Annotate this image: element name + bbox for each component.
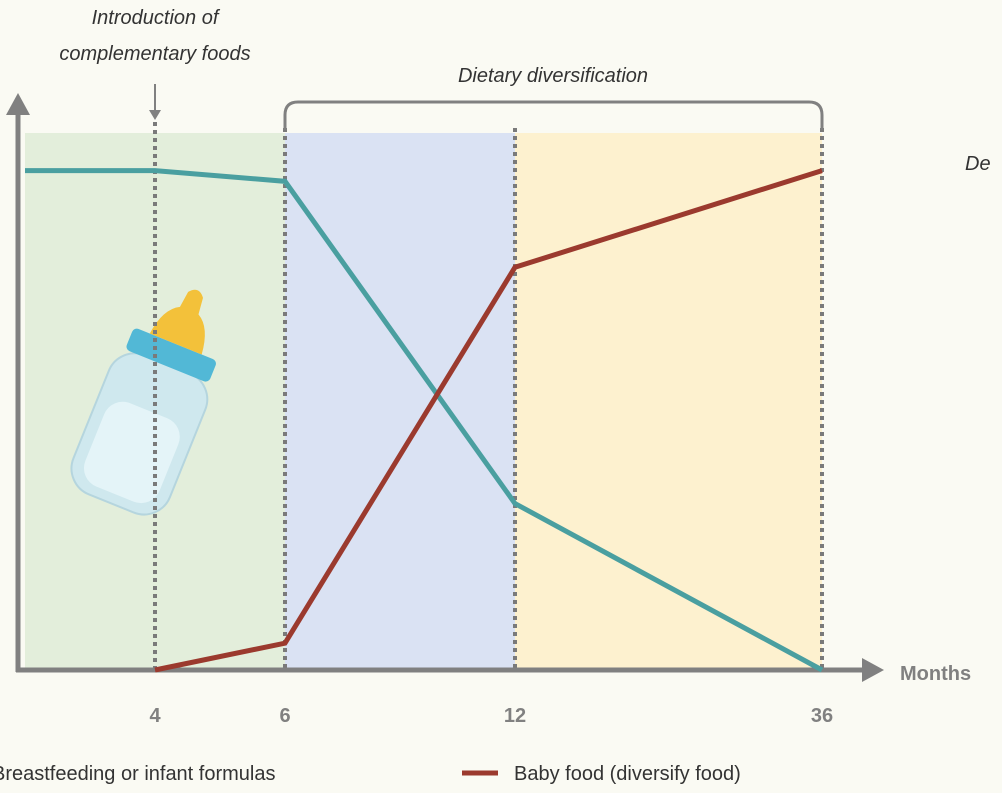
x-tick-label: 6 [279, 705, 290, 727]
x-tick-label: 12 [504, 705, 526, 727]
annotation: De [965, 153, 991, 175]
x-tick-label: 4 [149, 705, 161, 727]
annotation: complementary foods [59, 43, 250, 65]
legend-label: Baby food (diversify food) [514, 763, 741, 785]
annotation: Dietary diversification [458, 65, 648, 87]
arrow-head [149, 110, 161, 120]
y-axis-arrow [6, 93, 30, 115]
page: Introduction of complementary foods Diet… [0, 0, 1002, 793]
x-axis-arrow [862, 658, 884, 682]
bracket [285, 102, 822, 130]
x-axis-label: Months [900, 663, 971, 685]
x-tick-label: 36 [811, 705, 833, 727]
chart: Introduction of complementary foods Diet… [0, 0, 1002, 793]
legend-label: Breastfeeding or infant formulas [0, 763, 276, 785]
annotation: Introduction of [92, 7, 221, 29]
